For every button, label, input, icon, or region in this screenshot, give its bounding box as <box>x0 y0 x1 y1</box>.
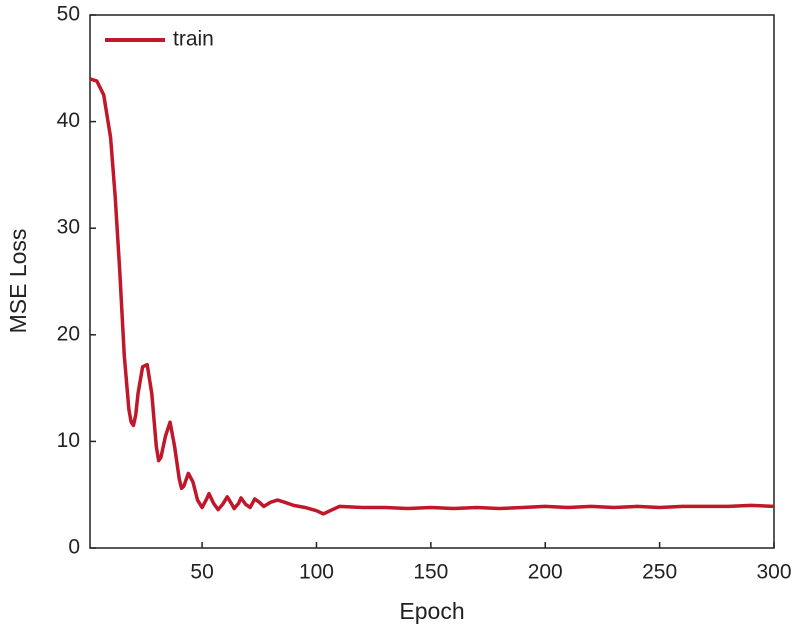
x-tick-label: 50 <box>190 561 213 584</box>
line-series <box>89 77 775 516</box>
y-tick-label: 10 <box>57 429 80 452</box>
x-axis-title: Epoch <box>399 598 464 624</box>
x-tick-label: 300 <box>756 561 791 584</box>
y-tick-label: 40 <box>57 109 80 132</box>
x-tick-label: 250 <box>642 561 677 584</box>
y-tick-label: 50 <box>57 3 80 26</box>
y-axis-title: MSE Loss <box>5 229 31 334</box>
y-tick-label: 20 <box>57 322 80 345</box>
x-tick-label: 150 <box>413 561 448 584</box>
x-tick-label: 100 <box>299 561 334 584</box>
plot-frame <box>89 14 775 549</box>
legend-label: train <box>173 28 214 51</box>
y-tick-label: 30 <box>57 216 80 239</box>
x-tick-label: 200 <box>528 561 563 584</box>
y-tick-label: 0 <box>68 536 80 559</box>
